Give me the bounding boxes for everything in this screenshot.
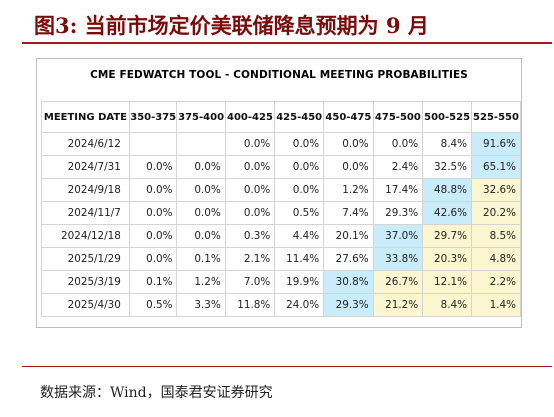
table-header-row: MEETING DATE 350-375 375-400 400-425 425-450… [41,101,521,133]
probability-cell: 21.2% [372,293,424,317]
probability-cell: 7.0% [224,270,276,294]
probability-cell: 29.3% [323,293,374,317]
probability-cell: 8.4% [422,293,473,317]
probability-cell: 0.0% [323,132,374,156]
probability-cell: 0.0% [274,178,325,202]
probability-cell: 17.4% [372,178,424,202]
column-header-rate-range: 475-500 [372,101,424,133]
probability-cell: 20.2% [471,201,521,225]
table-row: 2024/12/18 0.0% 0.0% 0.3% 4.4% 20.1% 37.0% 29.7… [41,224,521,248]
meeting-date-cell: 2024/11/7 [41,201,130,225]
probability-table: MEETING DATE 350-375 375-400 400-425 425-450… [41,101,521,317]
probability-cell: 7.4% [323,201,374,225]
table-row: 2025/4/30 0.5% 3.3% 11.8% 24.0% 29.3% 21.2% 8.4… [41,293,521,317]
probability-cell: 3.3% [176,293,226,317]
probability-cell: 0.0% [323,155,374,179]
probability-cell: 2.4% [372,155,424,179]
probability-cell: 0.0% [274,132,325,156]
probability-cell: 1.2% [323,178,374,202]
figure-title: 图3: 当前市场定价美联储降息预期为 9 月 [34,13,429,38]
column-header-rate-range: 525-550 [471,101,521,133]
table-row: 2024/9/18 0.0% 0.0% 0.0% 0.0% 1.2% 17.4% 48.8% 3… [41,178,521,202]
probability-cell: 20.1% [323,224,374,248]
column-header-rate-range: 425-450 [274,101,325,133]
meeting-date-cell: 2025/4/30 [41,293,130,317]
meeting-date-cell: 2024/12/18 [41,224,130,248]
meeting-date-cell: 2025/1/29 [41,247,130,271]
probability-cell: 1.2% [176,270,226,294]
table-row: 2024/6/12 0.0% 0.0% 0.0% 0.0% 8.4% 91.6% [41,132,521,156]
table-panel: CME FEDWATCH TOOL - CONDITIONAL MEETING … [36,58,522,328]
probability-cell: 0.5% [128,293,178,317]
title-divider [22,42,552,44]
probability-cell: 20.3% [422,247,473,271]
probability-cell: 0.0% [224,132,276,156]
table-row: 2025/3/19 0.1% 1.2% 7.0% 19.9% 30.8% 26.7% 12.1… [41,270,521,294]
probability-cell: 0.1% [176,247,226,271]
probability-cell: 0.0% [372,132,424,156]
table-title: CME FEDWATCH TOOL - CONDITIONAL MEETING … [90,69,468,81]
probability-cell: 0.0% [224,178,276,202]
probability-cell: 0.5% [274,201,325,225]
column-header-meeting-date: MEETING DATE [41,101,130,133]
probability-cell: 32.5% [422,155,473,179]
table-row: 2024/11/7 0.0% 0.0% 0.0% 0.5% 7.4% 29.3% 42.6% 2… [41,201,521,225]
table-row: 2024/7/31 0.0% 0.0% 0.0% 0.0% 0.0% 2.4% 32.5% 65… [41,155,521,179]
probability-cell: 4.8% [471,247,521,271]
probability-cell: 0.0% [176,201,226,225]
probability-cell: 0.0% [128,224,178,248]
probability-cell: 4.4% [274,224,325,248]
probability-cell: 0.3% [224,224,276,248]
figure-title-bar: 图3: 当前市场定价美联储降息预期为 9 月 [22,6,552,44]
probability-cell: 0.0% [224,201,276,225]
probability-cell [128,132,178,156]
probability-cell: 1.4% [471,293,521,317]
column-header-rate-range: 500-525 [422,101,473,133]
source-note: 数据来源：Wind，国泰君安证券研究 [40,385,273,401]
probability-cell: 65.1% [471,155,521,179]
probability-cell: 8.4% [422,132,473,156]
probability-cell: 2.1% [224,247,276,271]
probability-cell: 0.0% [176,224,226,248]
probability-cell: 29.3% [372,201,424,225]
column-header-rate-range: 400-425 [224,101,276,133]
probability-cell: 12.1% [422,270,473,294]
probability-cell: 27.6% [323,247,374,271]
probability-cell: 0.1% [128,270,178,294]
probability-cell: 91.6% [471,132,521,156]
table-row: 2025/1/29 0.0% 0.1% 2.1% 11.4% 27.6% 33.8% 20.3… [41,247,521,271]
source-divider [22,366,552,367]
probability-cell: 0.0% [176,155,226,179]
meeting-date-cell: 2024/7/31 [41,155,130,179]
probability-cell: 24.0% [274,293,325,317]
probability-cell: 37.0% [372,224,424,248]
probability-cell: 8.5% [471,224,521,248]
probability-cell: 29.7% [422,224,473,248]
probability-cell: 0.0% [128,155,178,179]
probability-cell: 0.0% [128,247,178,271]
probability-cell: 26.7% [372,270,424,294]
probability-cell: 11.4% [274,247,325,271]
probability-cell: 30.8% [323,270,374,294]
table-body: 2024/6/12 0.0% 0.0% 0.0% 0.0% 8.4% 91.6% 2024/7… [41,132,521,317]
meeting-date-cell: 2024/6/12 [41,132,130,156]
probability-cell: 32.6% [471,178,521,202]
probability-cell: 0.0% [128,178,178,202]
probability-cell: 11.8% [224,293,276,317]
column-header-rate-range: 375-400 [176,101,226,133]
probability-cell: 19.9% [274,270,325,294]
column-header-rate-range: 450-475 [323,101,374,133]
probability-cell: 0.0% [274,155,325,179]
probability-cell: 48.8% [422,178,473,202]
probability-cell: 0.0% [128,201,178,225]
probability-cell: 0.0% [224,155,276,179]
probability-cell: 42.6% [422,201,473,225]
probability-cell [176,132,226,156]
probability-cell: 2.2% [471,270,521,294]
meeting-date-cell: 2025/3/19 [41,270,130,294]
probability-cell: 33.8% [372,247,424,271]
column-header-rate-range: 350-375 [128,101,178,133]
probability-cell: 0.0% [176,178,226,202]
meeting-date-cell: 2024/9/18 [41,178,130,202]
